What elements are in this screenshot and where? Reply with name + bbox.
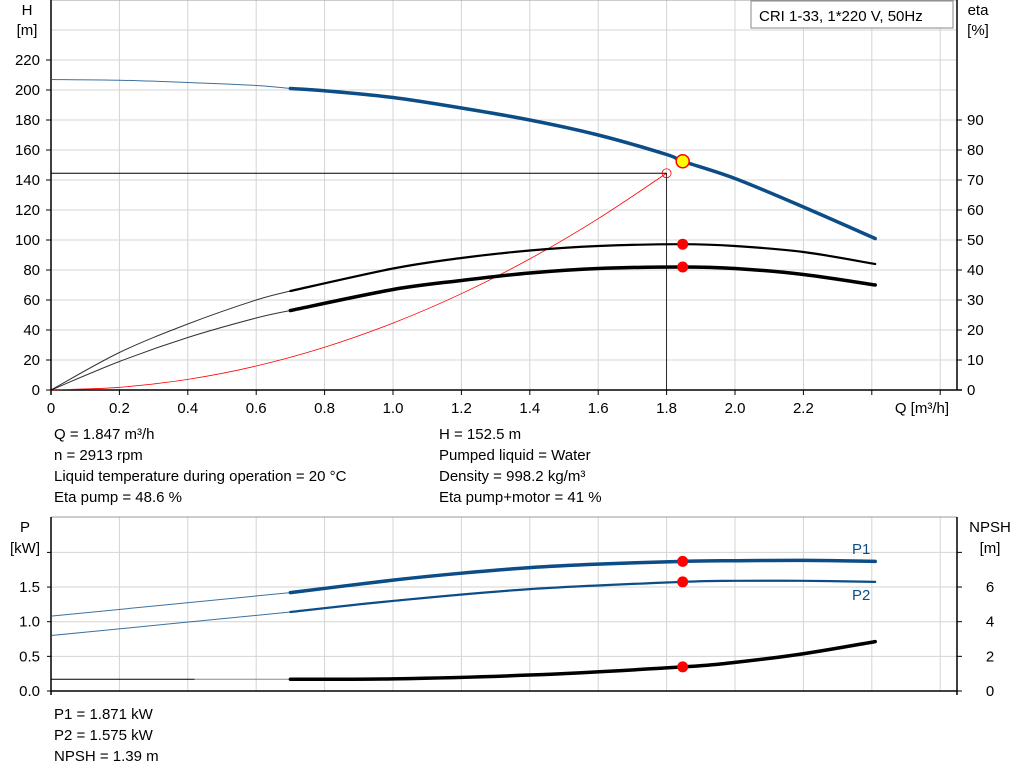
requested-point-marker (661, 168, 672, 179)
x-tick-label: 1.0 (383, 400, 404, 417)
x-tick-label: 1.4 (519, 400, 540, 417)
info-temp: Liquid temperature during operation = 20… (54, 468, 347, 485)
y2-axis-label: NPSH (969, 519, 1011, 536)
title-box (750, 0, 954, 29)
y-tick-label: 0.5 (19, 648, 40, 665)
y-tick-label: 100 (15, 232, 40, 249)
y-axis-unit: [kW] (10, 540, 40, 557)
eta-pump-curve (289, 243, 877, 293)
y-tick-label: 40 (23, 322, 40, 339)
y2-tick-label: 90 (967, 112, 984, 129)
p1-curve-thin (50, 592, 291, 617)
y-axis-label: H (22, 2, 33, 19)
y-tick-label: 80 (23, 262, 40, 279)
y2-axis-unit: [m] (980, 540, 1001, 557)
y-tick-label: 1.0 (19, 614, 40, 631)
info-n: n = 2913 rpm (54, 447, 143, 464)
x-tick-label: 0.2 (109, 400, 130, 417)
info-h: H = 152.5 m (439, 426, 522, 443)
eta-point-marker (677, 238, 689, 250)
p2-point-marker (677, 576, 689, 588)
head-curve (288, 86, 877, 241)
p2-curve (289, 579, 877, 614)
info-left: Q = 1.847 m³/h n = 2913 rpm Liquid tempe… (54, 424, 346, 508)
y-axis-label: P (20, 519, 30, 536)
eta-pump-motor-curve (288, 265, 877, 313)
y-tick-label: 120 (15, 202, 40, 219)
x-tick-label: 1.6 (588, 400, 609, 417)
head-curve-thin (50, 79, 291, 89)
y-tick-label: 0 (32, 382, 40, 399)
x-tick-label: 1.8 (656, 400, 677, 417)
info-right: H = 152.5 m Pumped liquid = Water Densit… (439, 424, 602, 508)
x-tick-label: 1.2 (451, 400, 472, 417)
y2-axis-unit: [%] (967, 22, 989, 39)
y2-axis-label: eta (968, 2, 990, 19)
eta-point-marker (677, 261, 689, 273)
performance-chart: 0 0.2 0.4 0.6 0.8 1.0 1.2 1.4 1.6 1.8 2.0 2.2 Q [m³/… (15, 0, 989, 417)
info-eta-total: Eta pump+motor = 41 % (439, 489, 602, 506)
npsh-curve (288, 639, 877, 682)
x-tick-label: 0.4 (177, 400, 198, 417)
info-eta-pump: Eta pump = 48.6 % (54, 489, 182, 506)
info-npsh: NPSH = 1.39 m (54, 748, 159, 765)
x-tick-label: 0.6 (246, 400, 267, 417)
eta-pump-motor-curve-thin (50, 310, 291, 391)
x-tick-label: 0.8 (314, 400, 335, 417)
info-liquid: Pumped liquid = Water (439, 447, 591, 464)
y2-tick-label: 0 (967, 382, 975, 399)
y2-tick-label: 70 (967, 172, 984, 189)
y2-tick-label: 40 (967, 262, 984, 279)
x-axis-label: Q [m³/h] (895, 400, 949, 417)
y-tick-label: 60 (23, 292, 40, 309)
info-q: Q = 1.847 m³/h (54, 426, 155, 443)
y2-tick-label: 20 (967, 322, 984, 339)
info-p2: P2 = 1.575 kW (54, 727, 153, 744)
power-npsh-chart: 0.0 0.5 1.0 1.5 0 2 4 6 P [kW] NPSH [m] P1 P2 (10, 516, 1011, 700)
y2-tick-label: 4 (986, 614, 994, 631)
y-tick-label: 20 (23, 352, 40, 369)
p1-label: P1 (852, 541, 870, 558)
info-p1: P1 = 1.871 kW (54, 706, 153, 723)
x-tick-label: 2.2 (793, 400, 814, 417)
duty-point-marker (675, 154, 690, 169)
eta-pump-curve-thin (50, 290, 291, 391)
system-curve (50, 172, 667, 391)
y2-tick-label: 80 (967, 142, 984, 159)
p1-point-marker (677, 555, 689, 567)
x-tick-label: 0 (47, 400, 55, 417)
y-tick-label: 1.5 (19, 579, 40, 596)
y-tick-label: 180 (15, 112, 40, 129)
y-tick-label: 200 (15, 82, 40, 99)
info-density: Density = 998.2 kg/m³ (439, 468, 586, 485)
info-bottom: P1 = 1.871 kW P2 = 1.575 kW NPSH = 1.39 … (54, 704, 159, 767)
y2-tick-label: 30 (967, 292, 984, 309)
y-tick-label: 140 (15, 172, 40, 189)
y2-tick-label: 50 (967, 232, 984, 249)
y2-tick-label: 0 (986, 683, 994, 700)
p1-curve (288, 558, 877, 595)
y2-tick-label: 60 (967, 202, 984, 219)
p2-label: P2 (852, 587, 870, 604)
y-axis-unit: [m] (17, 22, 38, 39)
x-tick-label: 2.0 (725, 400, 746, 417)
title-text: CRI 1-33, 1*220 V, 50Hz (759, 8, 923, 25)
y2-tick-label: 2 (986, 648, 994, 665)
y-tick-label: 160 (15, 142, 40, 159)
y2-tick-label: 6 (986, 579, 994, 596)
y-tick-label: 0.0 (19, 683, 40, 700)
p2-curve-thin (50, 611, 291, 637)
y-tick-label: 220 (15, 52, 40, 69)
npsh-point-marker (677, 661, 689, 673)
y2-tick-label: 10 (967, 352, 984, 369)
